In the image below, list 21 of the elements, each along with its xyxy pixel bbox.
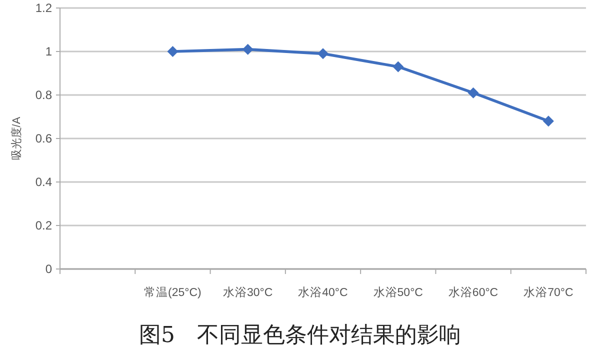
y-tick-label: 1.2 xyxy=(35,1,52,15)
point xyxy=(468,87,479,98)
y-tick-label: 0.6 xyxy=(35,132,52,146)
y-tick-label: 0.4 xyxy=(35,175,52,189)
x-tick-label: 水浴70°C xyxy=(524,286,574,299)
y-tick-label: 0.8 xyxy=(35,88,52,102)
point xyxy=(242,44,254,55)
y-tick-label: 0 xyxy=(45,262,52,276)
point xyxy=(167,46,178,57)
point xyxy=(542,116,554,127)
x-tick-label: 水浴30°C xyxy=(223,286,273,299)
point xyxy=(392,61,404,72)
point xyxy=(318,48,328,60)
y-tick-label: 1 xyxy=(45,44,52,58)
x-tick-label: 水浴60°C xyxy=(448,286,498,299)
x-tick-label: 水浴40°C xyxy=(298,286,348,299)
y-axis-title: 吸光度/A xyxy=(10,116,23,160)
x-tick-label: 水浴50°C xyxy=(373,286,423,299)
y-tick-label: 0.2 xyxy=(35,218,52,232)
x-tick-label: 常温(25°C) xyxy=(144,286,202,299)
text: 图5 不同显色条件对结果的影响 xyxy=(139,323,461,348)
